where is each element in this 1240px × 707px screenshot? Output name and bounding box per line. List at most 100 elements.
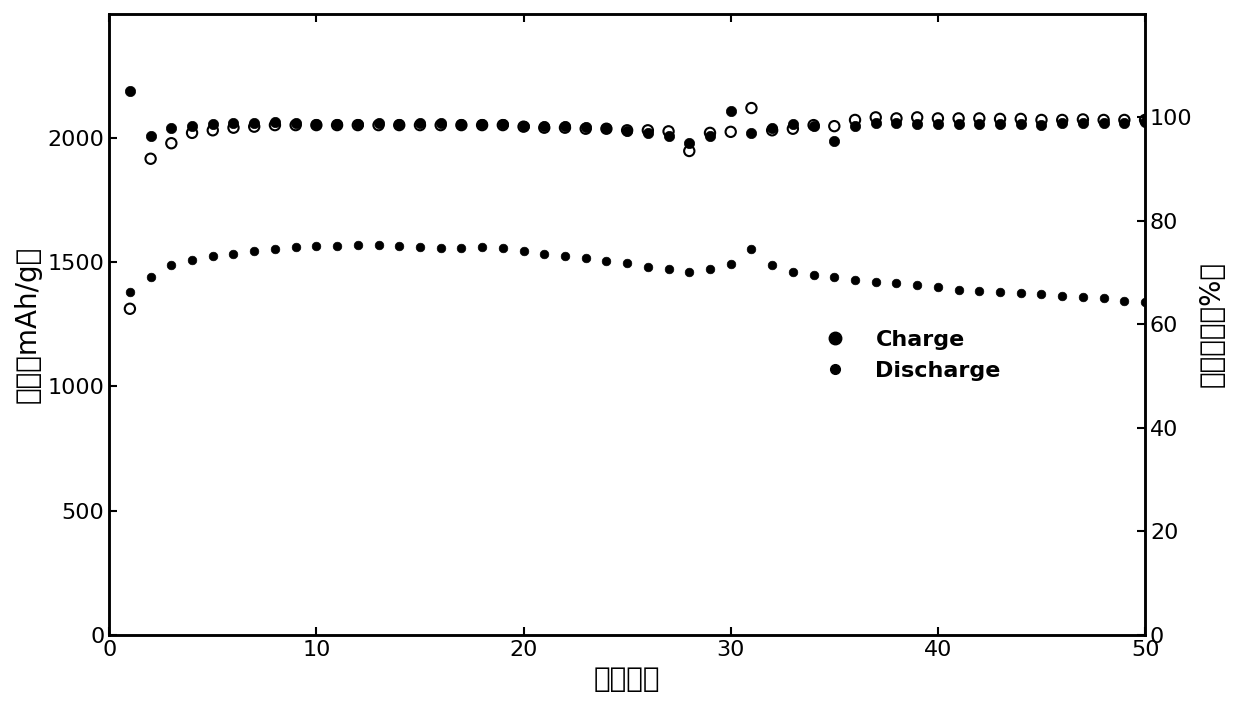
Discharge <box>1073 291 1092 303</box>
Point <box>658 126 678 137</box>
Charge <box>1115 117 1135 129</box>
Discharge <box>265 243 285 255</box>
Charge <box>680 137 699 148</box>
Discharge <box>782 267 802 278</box>
Charge <box>720 105 740 117</box>
Discharge <box>1011 288 1030 299</box>
Charge <box>763 122 782 134</box>
Charge <box>285 117 305 129</box>
Legend: Charge, Discharge: Charge, Discharge <box>805 321 1009 390</box>
Point <box>1135 115 1154 126</box>
Discharge <box>990 286 1009 298</box>
Charge <box>1053 117 1073 129</box>
Point <box>368 119 388 131</box>
Point <box>990 113 1009 124</box>
Charge <box>472 118 492 129</box>
Discharge <box>763 259 782 270</box>
Charge <box>451 118 471 129</box>
Point <box>348 119 368 131</box>
Point <box>182 127 202 139</box>
Charge <box>120 86 140 97</box>
Discharge <box>575 253 595 264</box>
Charge <box>742 127 761 139</box>
Point <box>866 112 885 123</box>
Charge <box>327 119 347 130</box>
Charge <box>1073 117 1092 129</box>
Point <box>928 112 947 124</box>
Discharge <box>556 250 575 262</box>
Point <box>908 112 928 123</box>
Discharge <box>658 264 678 275</box>
Charge <box>637 127 657 139</box>
Point <box>618 124 637 136</box>
Point <box>120 303 140 315</box>
Point <box>244 121 264 132</box>
Discharge <box>161 259 181 270</box>
Charge <box>701 130 720 141</box>
Point <box>285 119 305 131</box>
Point <box>701 127 720 139</box>
Charge <box>513 120 533 132</box>
Charge <box>596 122 616 134</box>
Point <box>825 120 844 132</box>
Point <box>513 121 533 132</box>
Discharge <box>348 240 368 251</box>
Point <box>637 124 657 136</box>
Charge <box>928 119 947 130</box>
Charge <box>1032 119 1052 131</box>
Point <box>763 124 782 136</box>
Discharge <box>908 279 928 290</box>
Point <box>782 123 802 134</box>
Charge <box>410 117 430 129</box>
Charge <box>161 122 181 134</box>
Discharge <box>701 264 720 275</box>
Charge <box>970 119 990 130</box>
Charge <box>182 120 202 132</box>
Charge <box>389 119 409 130</box>
Discharge <box>970 285 990 296</box>
Discharge <box>866 276 885 288</box>
Charge <box>887 117 906 129</box>
Point <box>1115 115 1135 126</box>
Discharge <box>596 255 616 267</box>
Point <box>327 119 347 131</box>
Discharge <box>223 248 243 259</box>
Point <box>846 115 866 126</box>
Discharge <box>637 261 657 272</box>
Point <box>556 122 575 134</box>
Point <box>1032 115 1052 126</box>
Discharge <box>618 258 637 269</box>
Discharge <box>742 243 761 255</box>
Charge <box>575 121 595 132</box>
Charge <box>949 119 968 130</box>
Charge <box>556 120 575 132</box>
Charge <box>658 130 678 141</box>
Point <box>1011 113 1030 124</box>
Point <box>887 112 906 124</box>
Discharge <box>1032 289 1052 300</box>
Point <box>306 119 326 131</box>
Point <box>140 153 160 165</box>
Point <box>742 103 761 114</box>
Point <box>804 119 823 131</box>
Charge <box>1094 117 1114 129</box>
Discharge <box>887 278 906 289</box>
Point <box>1094 115 1114 126</box>
Point <box>265 119 285 131</box>
Discharge <box>182 254 202 265</box>
Point <box>492 119 512 131</box>
Discharge <box>846 274 866 285</box>
Charge <box>140 130 160 141</box>
Point <box>1053 115 1073 126</box>
Charge <box>618 125 637 136</box>
Charge <box>1011 119 1030 130</box>
Discharge <box>1053 290 1073 301</box>
Charge <box>534 120 554 132</box>
Discharge <box>451 243 471 254</box>
Discharge <box>244 245 264 257</box>
Discharge <box>720 259 740 270</box>
Discharge <box>203 250 223 262</box>
Point <box>161 138 181 149</box>
Discharge <box>306 240 326 252</box>
Discharge <box>949 284 968 296</box>
